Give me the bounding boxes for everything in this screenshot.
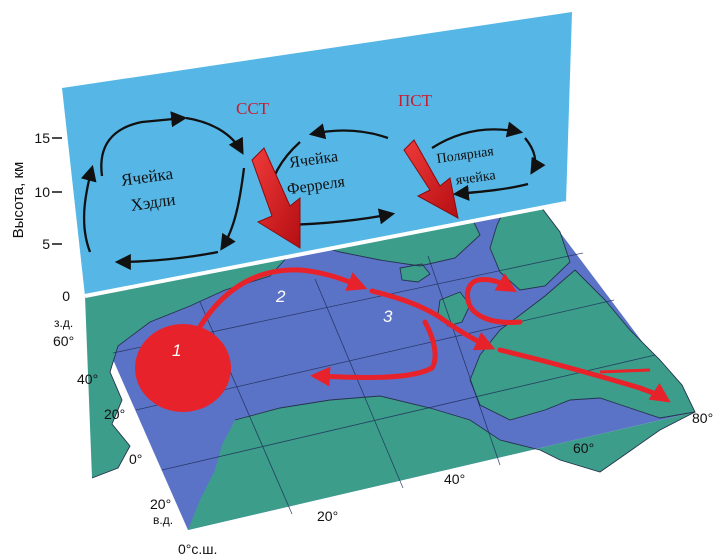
jet-label-sst: ССТ — [236, 99, 270, 118]
lat-label-80: 80° — [692, 410, 713, 426]
land-iceland — [400, 264, 430, 282]
current-norwegian-loop — [465, 273, 523, 325]
height-axis-title: Высота, км — [10, 162, 27, 239]
hadley-cell-loop — [80, 111, 246, 271]
current-number-1: 1 — [172, 341, 181, 360]
lat-label-0n: 0°с.ш. — [178, 541, 217, 557]
current-north-atlantic — [369, 288, 496, 351]
land-europe — [470, 270, 695, 420]
height-tick-0: 0 — [62, 288, 70, 304]
current-eastern-branch — [599, 368, 651, 374]
lon-label-40: 40° — [77, 371, 98, 387]
jet-label-pst: ПСТ — [398, 91, 433, 110]
current-number-3: 3 — [383, 307, 393, 326]
hadley-cell-label: Ячейка Хэдли — [120, 163, 182, 215]
land-north-america — [85, 254, 290, 478]
height-tick-5: 5 — [42, 236, 50, 252]
height-axis: Высота, км 15 10 5 0 — [10, 130, 70, 304]
ocean-currents — [180, 267, 671, 403]
land-british-isles — [438, 292, 470, 326]
jet-arrow-subtropical — [251, 147, 301, 249]
lat-label-20: 20° — [317, 508, 338, 524]
lon-label-20e: 20° — [150, 496, 171, 512]
map-coordinate-labels: з.д. 60° 40° 20° 0° 20° в.д. 0°с.ш. 20° … — [53, 316, 713, 557]
gyre-center-blob — [135, 324, 231, 412]
height-tick-15: 15 — [34, 130, 50, 146]
current-drift-east — [497, 347, 671, 403]
polar-cell-loop — [431, 121, 546, 201]
panel-base-line — [84, 201, 567, 298]
land-africa — [188, 396, 695, 530]
lon-label-20w: 20° — [104, 406, 125, 422]
lat-label-40: 40° — [444, 471, 465, 487]
current-canary-loop — [310, 319, 438, 387]
current-number-2: 2 — [275, 287, 286, 306]
map-plane: 1 2 3 — [85, 202, 696, 530]
lon-label-0: 0° — [129, 451, 142, 467]
lon-label-east: в.д. — [153, 513, 173, 527]
jet-arrow-polar — [403, 139, 459, 219]
lat-label-60: 60° — [573, 440, 594, 456]
lon-label-west: з.д. — [54, 316, 73, 330]
height-tick-10: 10 — [34, 184, 50, 200]
lon-label-60: 60° — [53, 333, 74, 349]
vertical-panel: Ячейка Хэдли Ячейка Ферреля Полярная яче… — [62, 12, 572, 298]
current-gulf-stream-arc — [180, 267, 368, 363]
